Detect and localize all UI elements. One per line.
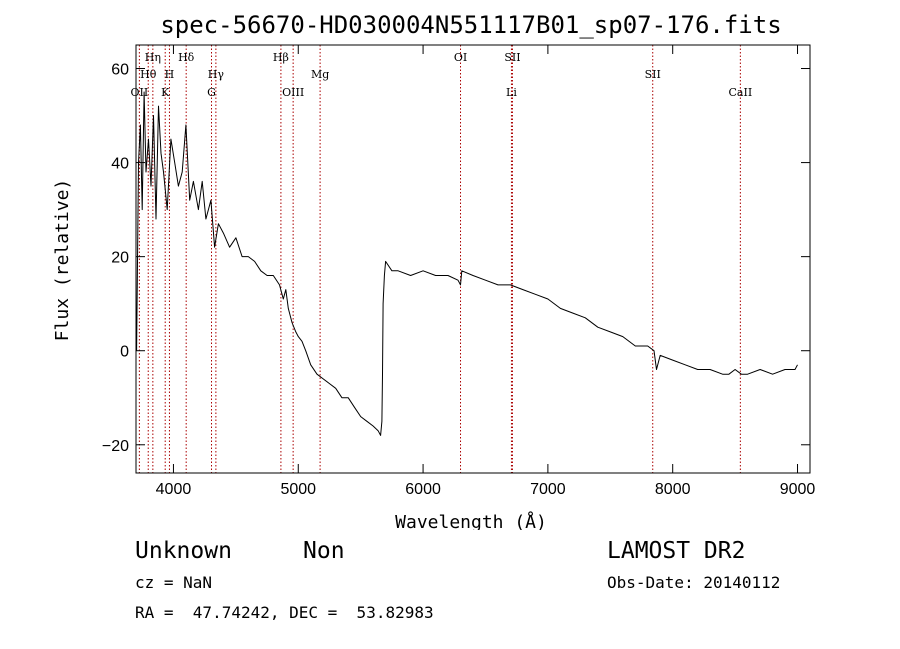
x-tick-label-5: 9000 [780, 481, 816, 498]
marker-label-13: Li [506, 86, 517, 99]
y-tick-label-4: 60 [111, 62, 129, 79]
y-tick-label-0: −20 [102, 438, 129, 455]
x-tick-label-0: 4000 [156, 481, 192, 498]
survey-name: LAMOST DR2 [607, 538, 746, 564]
marker-label-12: SII [504, 51, 520, 64]
y-axis-label: Flux (relative) [52, 179, 73, 342]
marker-label-7: Hγ [208, 68, 225, 81]
marker-label-0: OII [131, 86, 149, 99]
x-tick-label-1: 5000 [280, 481, 316, 498]
redshift-value: cz = NaN [135, 573, 213, 592]
object-subclass: Non [303, 538, 345, 564]
marker-label-8: Hβ [273, 51, 289, 64]
y-tick-label-3: 40 [111, 156, 129, 173]
spectrum-chart: spec-56670-HD030004N551117B01_sp07-176.f… [52, 11, 816, 530]
y-tick-label-2: 20 [111, 250, 129, 267]
x-tick-label-3: 7000 [530, 481, 566, 498]
marker-label-2: Hη [145, 51, 161, 64]
marker-label-5: Hδ [178, 51, 195, 64]
marker-label-10: Mg [311, 68, 329, 81]
x-tick-label-4: 8000 [655, 481, 691, 498]
x-tick-label-2: 6000 [405, 481, 441, 498]
x-axis-ticks: 4000 5000 6000 7000 8000 9000 [156, 45, 816, 498]
chart-title: spec-56670-HD030004N551117B01_sp07-176.f… [160, 11, 781, 39]
marker-label-1: Hθ [140, 68, 157, 81]
marker-label-9: OIII [282, 86, 304, 99]
marker-label-15: CaII [729, 86, 753, 99]
spectrum-series [136, 91, 798, 436]
observation-date: Obs-Date: 20140112 [607, 573, 781, 592]
x-axis-label: Wavelength (Å) [395, 511, 547, 530]
y-axis-ticks: −20 0 20 40 60 [102, 62, 810, 455]
object-class: Unknown [135, 538, 232, 564]
sky-coordinates: RA = 47.74242, DEC = 53.82983 [135, 603, 434, 622]
plot-frame [135, 44, 811, 474]
y-tick-label-1: 0 [120, 344, 129, 361]
marker-label-11: OI [454, 51, 467, 64]
marker-label-3: K [161, 86, 170, 99]
marker-label-4: H [165, 68, 175, 81]
spectrum-line-0 [136, 91, 798, 436]
marker-label-14: SII [645, 68, 661, 81]
marker-label-6: G [207, 86, 216, 99]
